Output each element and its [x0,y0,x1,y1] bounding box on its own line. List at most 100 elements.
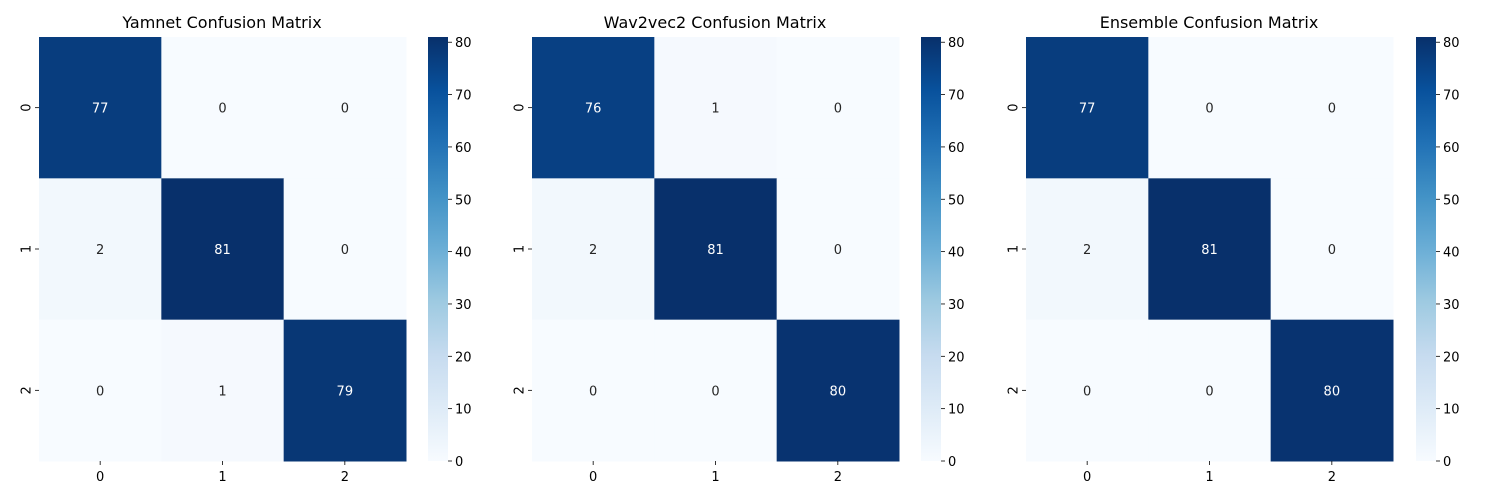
colorbar: 0 10 20 30 40 50 60 70 80 [921,36,965,470]
x-tick-label: 2 [834,470,842,485]
heatmap-cell [1148,178,1272,321]
heatmap-cell [1026,319,1149,462]
chart-title: Wav2vec2 Confusion Matrix [604,13,827,32]
heatmap-cell [161,178,285,321]
ensemble-panel: Ensemble Confusion Matrix 77 0 0 2 81 0 0 0 80 0… [1007,13,1460,485]
cell-value-label: 76 [585,102,602,117]
y-tick-label: 2 [20,386,35,394]
colorbar: 0 10 20 30 40 50 60 70 80 [1416,36,1460,470]
heatmap-cell [532,37,655,179]
cell-value-label: 81 [1201,243,1218,258]
heatmap-cell [39,178,162,321]
cell-value-label: 0 [711,384,719,399]
chart-title: Yamnet Confusion Matrix [121,13,321,32]
heatmap-cell [1270,37,1394,179]
y-tick-label: 1 [1007,245,1022,253]
colorbar-tick-label: 0 [1443,455,1451,470]
cell-value-label: 1 [218,384,226,399]
cell-value-label: 0 [1205,384,1213,399]
y-tick-label: 0 [1007,104,1022,112]
cell-value-label: 77 [92,102,109,117]
heatmap-cell [39,319,162,462]
cell-value-label: 0 [834,102,842,117]
cell-value-label: 0 [834,243,842,258]
cell-value-label: 0 [341,243,349,258]
y-tick-label: 2 [1007,386,1022,394]
heatmap-cell [776,37,900,179]
x-tick-label: 0 [1083,470,1091,485]
x-tick-label: 1 [711,470,719,485]
cell-value-label: 81 [214,243,231,258]
colorbar: 0 10 20 30 40 50 60 70 80 [428,36,472,470]
cell-value-label: 0 [1083,384,1091,399]
heatmap-cell [1148,37,1272,179]
x-tick-label: 1 [1205,470,1213,485]
colorbar-tick-label: 50 [1443,193,1460,208]
heatmap-cell [654,178,778,321]
colorbar-tick-label: 0 [948,455,956,470]
colorbar-tick-label: 40 [948,246,965,261]
cell-value-label: 0 [341,102,349,117]
colorbar-tick-label: 40 [455,246,472,261]
colorbar-tick-label: 80 [455,36,472,51]
y-tick-label: 0 [20,104,35,112]
x-tick-label: 1 [218,470,226,485]
x-tick-label: 0 [96,470,104,485]
colorbar-tick-label: 70 [948,89,965,104]
y-tick-label: 1 [513,245,528,253]
colorbar-tick-label: 20 [1443,350,1460,365]
heatmap-cell [776,319,900,462]
heatmap-cell [161,37,285,179]
cell-value-label: 0 [96,384,104,399]
heatmap-cell [1026,37,1149,179]
heatmap-cell [39,37,162,179]
heatmap-cell [1026,178,1149,321]
heatmap-cell [776,178,900,321]
colorbar-tick-label: 60 [948,141,965,156]
y-tick-label: 2 [513,386,528,394]
heatmap-cell [654,319,778,462]
colorbar-tick-label: 70 [455,89,472,104]
wav2vec2-panel: Wav2vec2 Confusion Matrix 76 1 02 81 00 0 80 0… [513,13,965,485]
cell-value-label: 79 [337,384,354,399]
colorbar-tick-label: 80 [1443,36,1460,51]
heatmap-cell [161,319,285,462]
heatmap-cell [654,37,778,179]
y-tick-label: 0 [513,104,528,112]
cell-value-label: 1 [711,102,719,117]
chart-title: Ensemble Confusion Matrix [1100,13,1319,32]
heatmap-cell [1270,178,1394,321]
cell-value-label: 2 [589,243,597,258]
heatmap-cell [532,178,655,321]
colorbar-tick-label: 0 [455,455,463,470]
colorbar-tick-label: 20 [455,350,472,365]
cell-value-label: 81 [707,243,724,258]
colorbar-tick-label: 50 [455,193,472,208]
colorbar-tick-label: 10 [948,403,965,418]
colorbar-gradient [921,37,941,461]
yamnet-panel: Yamnet Confusion Matrix 77 0 0 2 81 0 0 1 79 0 1 2… [20,13,472,485]
heatmap-cell [283,319,407,462]
cell-value-label: 0 [1205,102,1213,117]
colorbar-tick-label: 30 [455,298,472,313]
colorbar-tick-label: 30 [948,298,965,313]
colorbar-tick-label: 50 [948,193,965,208]
cell-value-label: 0 [1328,243,1336,258]
heatmap-cell [283,178,407,321]
x-tick-label: 2 [341,470,349,485]
y-tick-label: 1 [20,245,35,253]
colorbar-gradient [428,37,448,461]
cell-value-label: 80 [830,384,847,399]
colorbar-tick-label: 10 [1443,403,1460,418]
colorbar-tick-label: 60 [1443,141,1460,156]
heatmap-cell [283,37,407,179]
heatmap-cell [532,319,655,462]
cell-value-label: 0 [1328,102,1336,117]
colorbar-tick-label: 30 [1443,298,1460,313]
colorbar-tick-label: 40 [1443,246,1460,261]
heatmap-cell [1270,319,1394,462]
x-tick-label: 2 [1328,470,1336,485]
colorbar-tick-label: 70 [1443,89,1460,104]
cell-value-label: 77 [1079,102,1096,117]
